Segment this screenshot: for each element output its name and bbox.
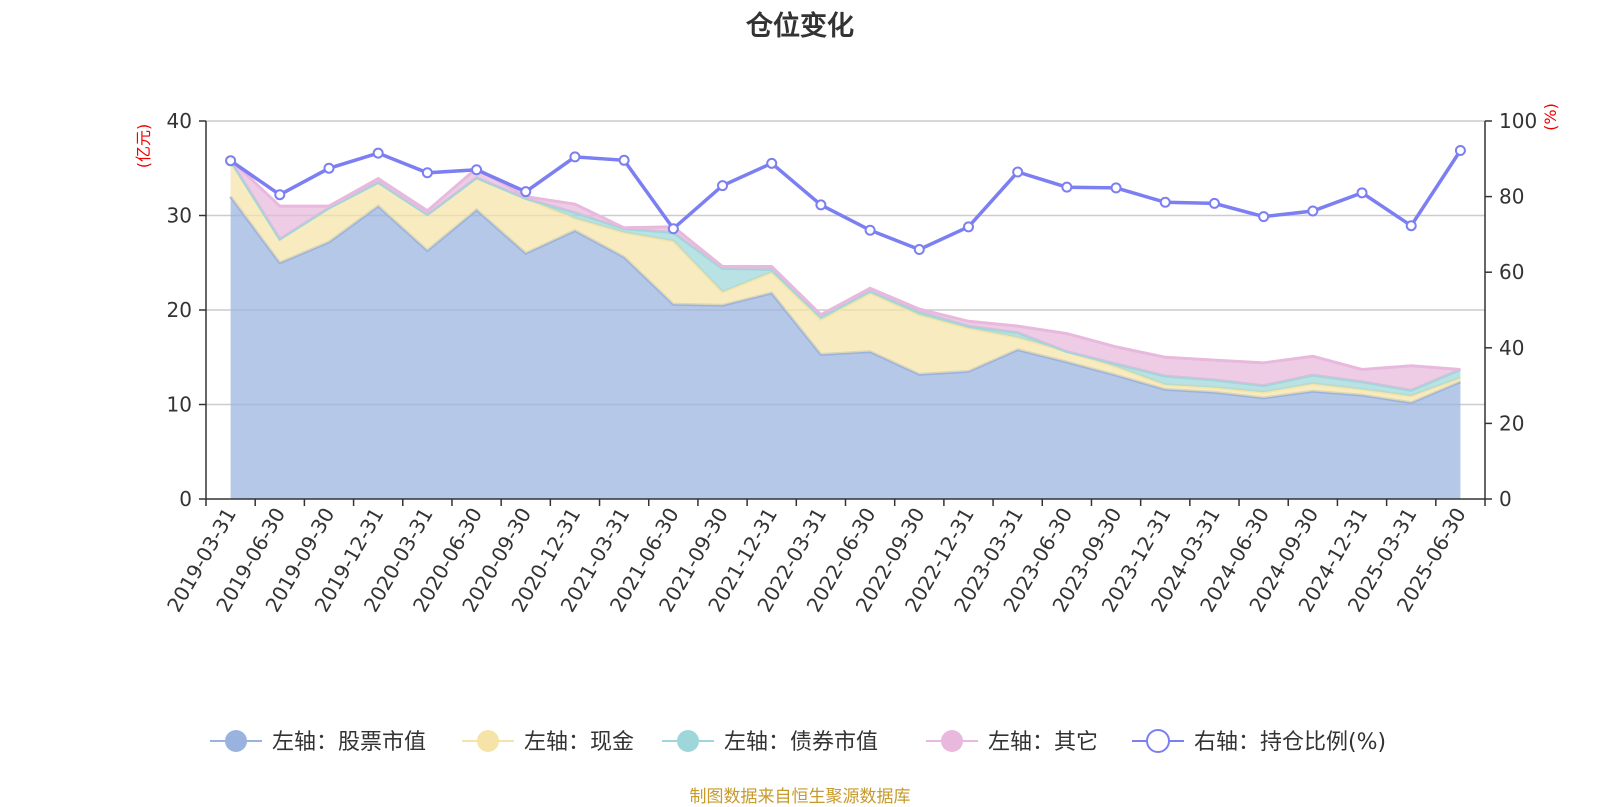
right-tick-label: 40	[1499, 336, 1524, 360]
chart-title: 仓位变化	[746, 11, 854, 42]
ratio-point	[1454, 144, 1466, 156]
right-tick-label: 0	[1499, 487, 1512, 511]
left-tick-label: 0	[179, 487, 192, 511]
ratio-point	[1258, 211, 1270, 223]
legend-label: 左轴：其它	[988, 730, 1098, 755]
area-series-4	[230, 159, 1461, 391]
left-tick-label: 30	[167, 204, 192, 228]
ratio-point	[225, 155, 237, 167]
legend-marker	[941, 730, 963, 752]
legend-label: 左轴：债券市值	[724, 730, 878, 755]
legend-item: 左轴：其它	[926, 730, 1098, 755]
ratio-point	[421, 167, 433, 179]
stacked-areas	[229, 158, 1461, 499]
legend-label: 右轴：持仓比例(%)	[1194, 730, 1386, 755]
ratio-point	[471, 164, 483, 176]
area-series-4-edge	[229, 158, 1461, 372]
legend-item: 左轴：债券市值	[662, 730, 878, 755]
ratio-point	[1307, 205, 1319, 217]
ratio-point	[1012, 166, 1024, 178]
legend-label: 左轴：现金	[524, 730, 634, 755]
left-tick-label: 20	[167, 298, 192, 322]
ratio-point	[618, 154, 630, 166]
legend: 左轴：股票市值 左轴：现金 左轴：债券市值 左轴：其它 右轴：持仓比例(%)	[210, 729, 1386, 755]
ratio-point	[1159, 196, 1171, 208]
legend-item: 右轴：持仓比例(%)	[1132, 729, 1386, 755]
legend-marker	[477, 730, 499, 752]
ratio-point	[323, 162, 335, 174]
legend-item: 左轴：股票市值	[210, 730, 426, 755]
ratio-point	[962, 221, 974, 233]
ratio-point	[1405, 220, 1417, 232]
ratio-point	[372, 147, 384, 159]
legend-label: 左轴：股票市值	[272, 730, 426, 755]
ratio-line	[225, 144, 1466, 256]
ratio-point	[667, 223, 679, 235]
ratio-point	[717, 180, 729, 192]
right-tick-label: 60	[1499, 260, 1524, 284]
ratio-point	[913, 244, 925, 256]
right-tick-label: 20	[1499, 411, 1524, 435]
ratio-point	[274, 189, 286, 201]
right-tick-label: 100	[1499, 109, 1537, 133]
legend-marker	[225, 730, 247, 752]
legend-item: 左轴：现金	[462, 730, 634, 755]
area-series-2	[230, 160, 1461, 403]
ratio-point	[864, 224, 876, 236]
left-axis-unit-label: (亿元)	[134, 124, 153, 169]
right-tick-label: 80	[1499, 185, 1524, 209]
left-tick-label: 10	[167, 393, 192, 417]
legend-marker	[677, 730, 699, 752]
legend-marker	[1146, 729, 1170, 753]
ratio-point	[1061, 181, 1073, 193]
data-source-note: 制图数据来自恒生聚源数据库	[689, 787, 911, 807]
ratio-point	[1356, 187, 1368, 199]
ratio-point	[569, 151, 581, 163]
ratio-point	[766, 157, 778, 169]
ratio-point	[520, 186, 532, 198]
ratio-point	[1208, 197, 1220, 209]
ratio-point	[1110, 182, 1122, 194]
right-axis-unit-label: (%)	[1541, 103, 1560, 131]
ratio-point	[815, 199, 827, 211]
area-series-1	[230, 196, 1461, 499]
left-tick-label: 40	[167, 109, 192, 133]
ratio-line-path	[229, 149, 1462, 252]
